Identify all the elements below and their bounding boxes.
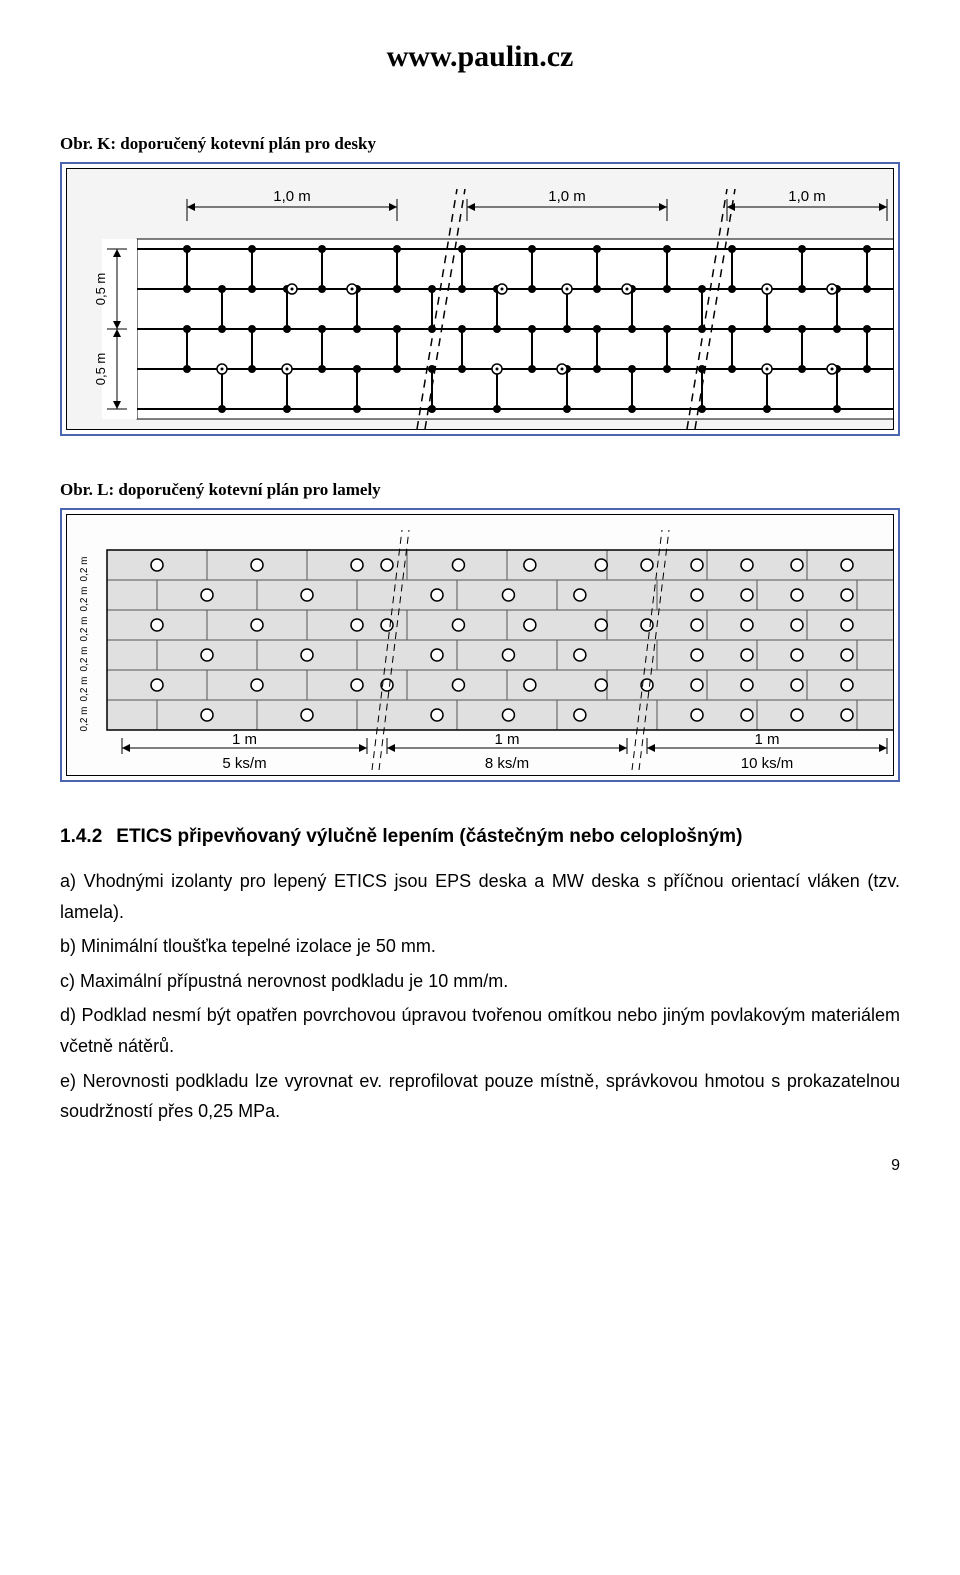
svg-text:0,2 m: 0,2 m <box>79 616 90 641</box>
svg-text:1,0 m: 1,0 m <box>788 188 826 205</box>
caption-l: Obr. L: doporučený kotevní plán pro lame… <box>60 480 900 500</box>
svg-text:1,0 m: 1,0 m <box>273 188 311 205</box>
svg-text:0,2 m: 0,2 m <box>79 646 90 671</box>
section-title: ETICS připevňovaný výlučně lepením (část… <box>116 826 742 848</box>
page-number: 9 <box>60 1157 900 1175</box>
para-e: e) Nerovnosti podkladu lze vyrovnat ev. … <box>60 1066 900 1127</box>
para-c: c) Maximální přípustná nerovnost podklad… <box>60 966 900 997</box>
para-b: b) Minimální tloušťka tepelné izolace je… <box>60 931 900 962</box>
body-text: a) Vhodnými izolanty pro lepený ETICS js… <box>60 866 900 1127</box>
svg-text:10 ks/m: 10 ks/m <box>741 755 794 772</box>
page-url: www.paulin.cz <box>60 40 900 74</box>
svg-text:1 m: 1 m <box>232 731 257 748</box>
svg-text:0,5 m: 0,5 m <box>93 273 108 306</box>
para-d: d) Podklad nesmí být opatřen povrchovou … <box>60 1000 900 1061</box>
figure-l: 0,2 m 0,2 m 0,2 m 0,2 m 0,2 m 0,2 m 1 m 5 ks/m 1… <box>60 508 900 782</box>
section-number: 1.4.2 <box>60 826 102 848</box>
svg-text:0,2 m: 0,2 m <box>79 706 90 731</box>
svg-text:0,2 m: 0,2 m <box>79 676 90 701</box>
svg-text:8 ks/m: 8 ks/m <box>485 755 529 772</box>
figure-k: 1,0 m 1,0 m 1,0 m 0,5 m 0,5 m <box>60 162 900 436</box>
svg-text:0,2 m: 0,2 m <box>79 586 90 611</box>
caption-k: Obr. K: doporučený kotevní plán pro desk… <box>60 134 900 154</box>
svg-text:1 m: 1 m <box>754 731 779 748</box>
para-a: a) Vhodnými izolanty pro lepený ETICS js… <box>60 866 900 927</box>
svg-text:5 ks/m: 5 ks/m <box>222 755 266 772</box>
svg-text:0,2 m: 0,2 m <box>79 556 90 581</box>
svg-text:1 m: 1 m <box>494 731 519 748</box>
svg-text:0,5 m: 0,5 m <box>93 353 108 386</box>
svg-text:1,0 m: 1,0 m <box>548 188 586 205</box>
